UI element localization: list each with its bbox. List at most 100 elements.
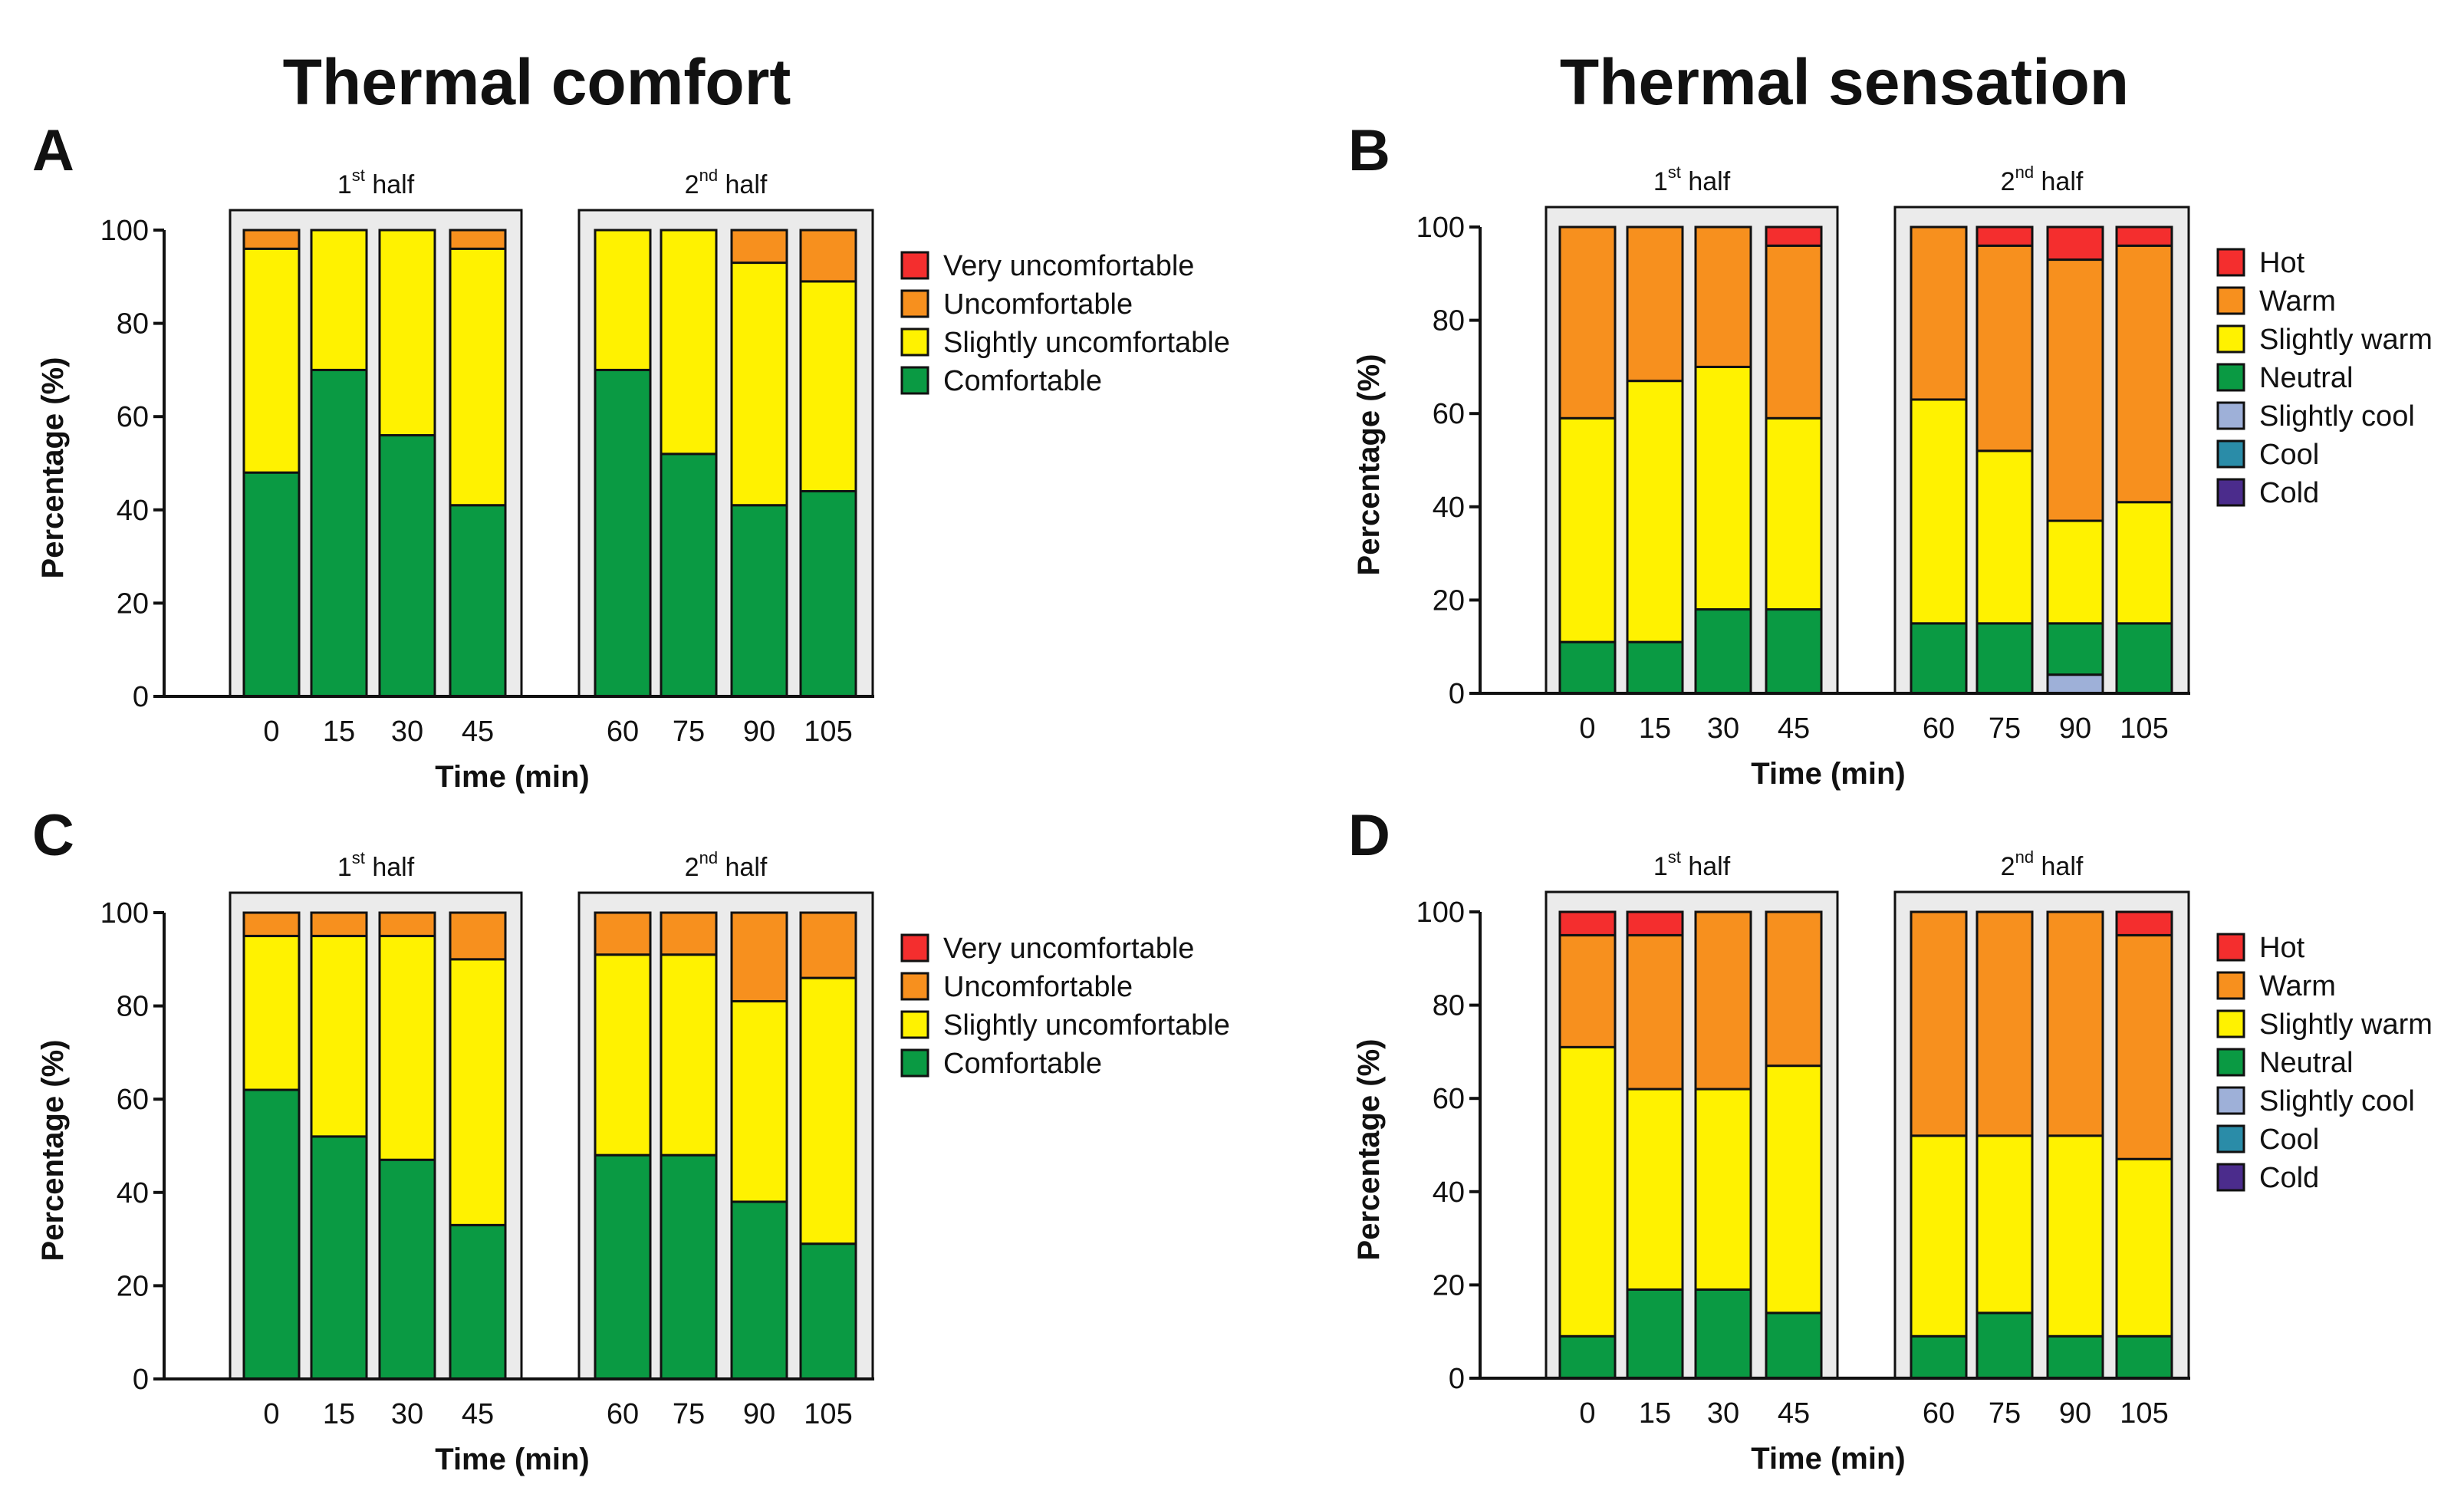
bar-segment-slightly_warm bbox=[1626, 380, 1684, 643]
bar-segment-comfortable bbox=[378, 1158, 436, 1380]
legend-swatch-neutral bbox=[2216, 363, 2245, 392]
bar-segment-slightly_warm bbox=[2046, 519, 2104, 625]
bar-segment-uncomfortable bbox=[449, 229, 507, 250]
y-axis-label: Percentage (%) bbox=[1352, 1039, 1386, 1261]
bar-segment-uncomfortable bbox=[730, 229, 788, 265]
legend-swatch-slightly_uncomfortable bbox=[900, 327, 929, 357]
x-tick-label: 105 bbox=[2120, 712, 2168, 745]
legend-swatch-cold bbox=[2216, 478, 2245, 507]
bar-segment-warm bbox=[1558, 933, 1617, 1048]
bar-segment-slightly_uncomfortable bbox=[242, 247, 301, 474]
bar-segment-uncomfortable bbox=[660, 911, 718, 956]
bar-segment-comfortable bbox=[378, 434, 436, 698]
bar-segment-neutral bbox=[1975, 622, 2034, 695]
x-tick-label: 75 bbox=[673, 716, 705, 748]
half-label-superscript: nd bbox=[699, 848, 718, 867]
panel-letter: C bbox=[32, 803, 74, 868]
bar-segment-neutral bbox=[1765, 608, 1823, 695]
y-tick-label: 80 bbox=[1433, 990, 1465, 1022]
legend-label: Comfortable bbox=[943, 365, 1102, 397]
bar-segment-warm bbox=[1694, 910, 1752, 1091]
bar-segment-slightly_uncomfortable bbox=[594, 953, 652, 1157]
x-tick-label: 60 bbox=[607, 1398, 639, 1430]
legend-swatch-comfortable bbox=[900, 366, 929, 395]
x-tick-label: 90 bbox=[743, 1398, 775, 1430]
half-label-superscript: nd bbox=[2015, 847, 2034, 867]
bar-segment-slightly_warm bbox=[1975, 1134, 2034, 1315]
y-tick-label: 100 bbox=[1416, 897, 1465, 929]
half-label: 2nd half bbox=[2001, 847, 2084, 881]
panel-letter: B bbox=[1348, 118, 1390, 183]
half-label-superscript: nd bbox=[699, 166, 718, 185]
half-label-number: 1 bbox=[1653, 167, 1668, 196]
legend-label: Uncomfortable bbox=[943, 288, 1133, 321]
x-tick-label: 105 bbox=[804, 1398, 852, 1430]
y-tick-label: 20 bbox=[117, 1270, 149, 1302]
bar-segment-hot bbox=[1626, 910, 1684, 936]
x-tick-label: 90 bbox=[743, 716, 775, 748]
bar-segment-slightly_warm bbox=[1910, 1134, 1968, 1338]
half-label: 2nd half bbox=[685, 166, 768, 199]
legend-swatch-slightly_cool bbox=[2216, 401, 2245, 430]
bar-segment-neutral bbox=[1694, 608, 1752, 695]
bar-segment-slightly_warm bbox=[1558, 1045, 1617, 1338]
half-label-superscript: st bbox=[352, 848, 365, 867]
x-tick-label: 30 bbox=[391, 716, 423, 748]
bar-segment-neutral bbox=[2046, 1334, 2104, 1380]
bar-segment-comfortable bbox=[730, 1200, 788, 1380]
x-tick-label: 60 bbox=[607, 716, 639, 748]
y-tick-label: 20 bbox=[117, 587, 149, 620]
half-label: 1st half bbox=[337, 848, 415, 882]
half-label-superscript: nd bbox=[2015, 163, 2034, 182]
bar-segment-uncomfortable bbox=[594, 911, 652, 956]
bar-segment-warm bbox=[1910, 910, 1968, 1137]
bar-segment-uncomfortable bbox=[799, 229, 857, 283]
y-tick-label: 60 bbox=[117, 1084, 149, 1116]
x-tick-label: 45 bbox=[1778, 1397, 1810, 1430]
bar-segment-slightly_uncomfortable bbox=[449, 958, 507, 1226]
y-tick-label: 60 bbox=[117, 401, 149, 433]
bar-segment-slightly_uncomfortable bbox=[594, 229, 652, 371]
half-label: 1st half bbox=[1653, 163, 1731, 196]
x-tick-label: 105 bbox=[2120, 1397, 2168, 1430]
legend-label: Warm bbox=[2259, 285, 2336, 318]
bar-segment-comfortable bbox=[310, 1135, 368, 1380]
bar-segment-neutral bbox=[1910, 622, 1968, 695]
bar-segment-neutral bbox=[1558, 640, 1617, 695]
legend-label: Slightly uncomfortable bbox=[943, 327, 1230, 359]
legend-label: Hot bbox=[2259, 932, 2305, 964]
half-label-text: half bbox=[1681, 167, 1731, 196]
y-axis-label: Percentage (%) bbox=[36, 1040, 70, 1262]
legend-label: Neutral bbox=[2259, 362, 2354, 394]
legend-label: Slightly cool bbox=[2259, 1085, 2415, 1117]
bar-segment-comfortable bbox=[730, 504, 788, 698]
bar-segment-slightly_warm bbox=[2115, 501, 2173, 625]
legend-swatch-uncomfortable bbox=[900, 289, 929, 318]
bar-segment-neutral bbox=[1910, 1334, 1968, 1380]
x-tick-label: 0 bbox=[263, 716, 279, 748]
x-tick-label: 75 bbox=[673, 1398, 705, 1430]
legend-label: Uncomfortable bbox=[943, 971, 1133, 1003]
bar-segment-comfortable bbox=[449, 1223, 507, 1380]
half-label-number: 2 bbox=[685, 853, 699, 882]
half-label: 2nd half bbox=[685, 848, 768, 882]
legend-label: Hot bbox=[2259, 247, 2305, 279]
half-label-number: 1 bbox=[337, 170, 352, 199]
x-axis-label: Time (min) bbox=[435, 1443, 590, 1476]
bar-segment-slightly_uncomfortable bbox=[730, 262, 788, 507]
x-tick-label: 15 bbox=[323, 716, 355, 748]
x-tick-label: 30 bbox=[1707, 712, 1739, 745]
half-label-text: half bbox=[718, 170, 768, 199]
bar-segment-slightly_warm bbox=[1694, 365, 1752, 611]
x-tick-label: 60 bbox=[1923, 1397, 1955, 1430]
bar-segment-slightly_uncomfortable bbox=[730, 1000, 788, 1203]
legend-label: Very uncomfortable bbox=[943, 933, 1194, 965]
bar-segment-slightly_warm bbox=[2046, 1134, 2104, 1338]
bar-segment-comfortable bbox=[799, 1242, 857, 1380]
thermal-comfort-title: Thermal comfort bbox=[283, 46, 791, 118]
bar-segment-comfortable bbox=[242, 1088, 301, 1380]
bar-segment-hot bbox=[1975, 225, 2034, 247]
bar-segment-uncomfortable bbox=[378, 911, 436, 937]
